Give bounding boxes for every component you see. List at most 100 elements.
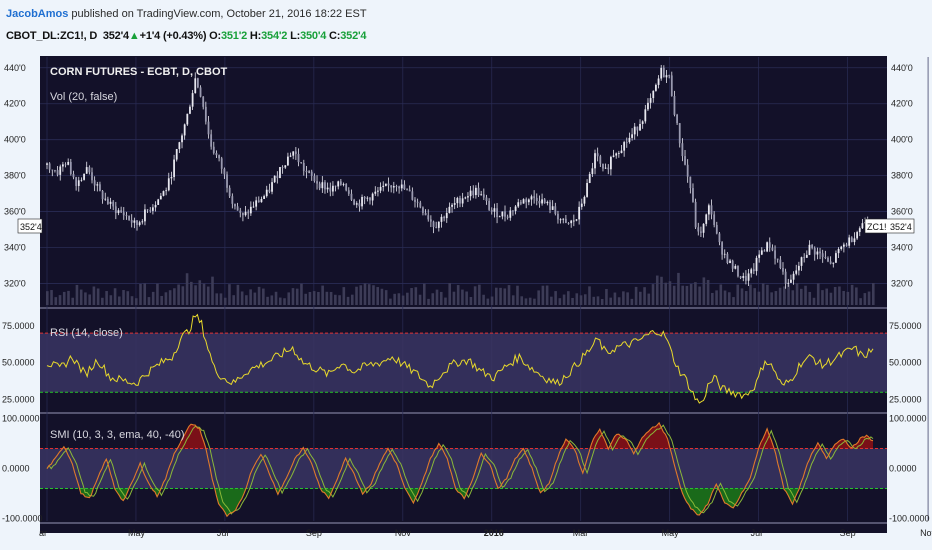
candle-body	[136, 220, 138, 226]
candle-body	[763, 250, 766, 252]
candle-body	[141, 221, 144, 223]
candle-body	[557, 213, 559, 220]
candle-body	[842, 244, 845, 247]
candle-body	[146, 209, 149, 211]
volume-bar	[278, 297, 282, 305]
volume-bar	[550, 296, 553, 305]
candle-body	[61, 164, 64, 167]
candle-body	[861, 223, 864, 229]
volume-bar	[799, 288, 803, 305]
candle-body	[811, 244, 814, 249]
volume-bar	[308, 291, 312, 305]
candle-body	[424, 212, 427, 216]
candle-body	[752, 269, 755, 272]
candle-body	[268, 189, 271, 192]
candle-body	[294, 151, 297, 154]
volume-bar	[872, 283, 875, 305]
volume-bar	[541, 285, 545, 305]
volume-bar	[173, 288, 176, 305]
volume-bar	[766, 284, 769, 305]
candle-body	[67, 162, 70, 165]
volume-bar	[283, 298, 286, 305]
volume-bar	[846, 291, 850, 305]
price-axis-tick-right: 420'0	[891, 99, 913, 109]
candle-body	[525, 199, 528, 203]
candle-body	[197, 78, 199, 88]
candle-body	[692, 188, 694, 202]
candle-body	[337, 181, 340, 187]
candle-body	[617, 153, 620, 154]
candle-body	[512, 210, 514, 212]
candle-body	[379, 186, 382, 191]
candle-body	[69, 162, 72, 174]
candle-body	[398, 186, 401, 189]
candle-body	[72, 173, 75, 178]
candle-body	[334, 185, 337, 187]
candle-body	[88, 167, 91, 173]
candle-body	[734, 266, 737, 269]
candle-body	[297, 153, 300, 163]
candle-body	[766, 242, 769, 252]
candle-body	[157, 199, 160, 205]
candle-body	[549, 201, 551, 210]
volume-bar	[422, 283, 426, 305]
symbol-info: CBOT_DL:ZC1!, D 352'4▲+1'4 (+0.43%) O:35…	[6, 30, 367, 42]
volume-bar	[151, 291, 155, 305]
candle-body	[377, 190, 379, 192]
publish-info: JacobAmos published on TradingView.com, …	[6, 8, 367, 20]
candle-body	[771, 247, 774, 251]
candle-body	[167, 178, 170, 191]
volume-bar	[389, 298, 392, 305]
candle-body	[850, 237, 853, 243]
candle-body	[652, 90, 655, 99]
volume-bar	[101, 297, 104, 305]
candle-body	[755, 257, 758, 272]
candle-body	[480, 194, 483, 196]
candle-body	[220, 158, 223, 169]
candle-body	[292, 151, 295, 156]
candle-body	[395, 186, 398, 187]
volume-bar	[727, 292, 731, 305]
volume-bar	[448, 283, 452, 305]
candle-body	[99, 184, 101, 191]
candle-body	[517, 202, 520, 207]
volume-bar	[617, 297, 621, 305]
candle-body	[795, 270, 798, 274]
candle-body	[130, 219, 133, 223]
volume-bar	[473, 286, 477, 305]
candle-body	[697, 227, 700, 232]
candle-body	[247, 211, 250, 214]
candle-body	[411, 191, 414, 200]
candle-body	[345, 184, 348, 191]
candle-body	[122, 212, 125, 216]
volume-bar	[439, 291, 443, 305]
candle-body	[279, 167, 281, 179]
candle-body	[596, 153, 599, 157]
volume-bar	[367, 284, 371, 305]
candle-body	[530, 196, 533, 200]
volume-bar	[380, 288, 384, 305]
author-link[interactable]: JacobAmos	[6, 8, 69, 20]
volume-bar	[664, 282, 668, 305]
candle-body	[104, 198, 107, 200]
candle-body	[80, 179, 83, 181]
candle-body	[305, 170, 308, 173]
candle-body	[506, 216, 509, 218]
candle-body	[366, 197, 369, 199]
candle-body	[287, 156, 289, 166]
volume-bar	[147, 297, 151, 305]
candle-body	[128, 215, 130, 220]
symbol-name[interactable]: CBOT_DL:ZC1!, D	[6, 30, 98, 42]
volume-bar	[130, 296, 134, 305]
candle-body	[551, 206, 554, 210]
candle-body	[647, 102, 649, 110]
rsi-axis-tick-left: 75.0000	[2, 321, 35, 331]
volume-bar	[444, 297, 447, 305]
volume-bar	[228, 284, 231, 305]
open-value: 351'2	[220, 30, 248, 42]
price-axis-tick-left: 440'0	[4, 63, 26, 73]
volume-bar	[545, 285, 549, 305]
candle-body	[805, 254, 808, 258]
volume-bar	[232, 295, 235, 305]
